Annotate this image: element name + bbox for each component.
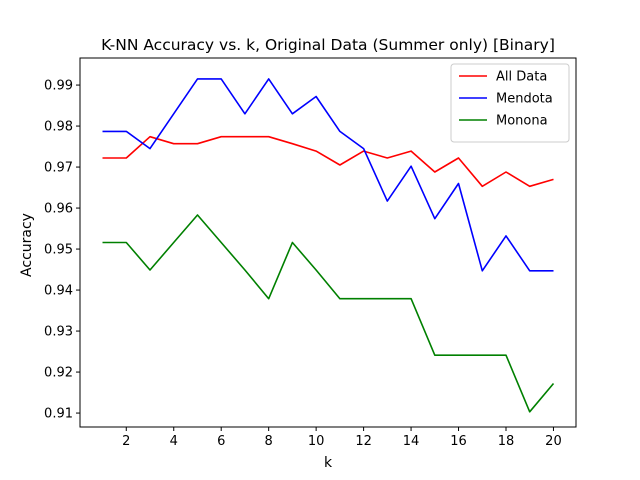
plot-frame: [79, 57, 577, 428]
plot-lines: [102, 78, 555, 413]
x-tick-label: 4: [170, 434, 178, 449]
x-axis: 2 4 6 8 10 12 14 16 18 20: [122, 427, 562, 449]
legend-label: All Data: [496, 70, 547, 85]
chart-title: K-NN Accuracy vs. k, Original Data (Summ…: [101, 36, 555, 54]
x-tick-label: 10: [308, 434, 325, 449]
series-line-2: [102, 214, 555, 413]
y-tick-label: 0.97: [44, 161, 73, 176]
series-line-1: [102, 78, 554, 272]
x-tick-label: 8: [265, 434, 273, 449]
legend-box: [450, 63, 570, 143]
legend: All Data Mendota Monona: [450, 63, 570, 143]
x-tick-label: 14: [403, 434, 420, 449]
x-tick-label: 2: [122, 434, 130, 449]
y-tick-label: 0.95: [44, 243, 73, 258]
x-tick-label: 20: [545, 434, 562, 449]
legend-label: Monona: [496, 114, 548, 129]
y-tick-label: 0.91: [44, 407, 73, 422]
y-tick-label: 0.96: [44, 202, 73, 217]
series-line-0: [102, 135, 554, 188]
x-tick-label: 12: [355, 434, 372, 449]
y-axis-label: Accuracy: [19, 213, 35, 277]
legend-label: Mendota: [496, 92, 553, 107]
y-tick-label: 0.98: [44, 120, 73, 135]
x-tick-label: 6: [217, 434, 225, 449]
y-tick-label: 0.99: [44, 79, 73, 94]
y-tick-label: 0.92: [44, 366, 73, 381]
x-tick-label: 18: [498, 434, 515, 449]
y-tick-label: 0.93: [44, 325, 73, 340]
x-axis-label: k: [324, 455, 333, 471]
x-tick-label: 16: [450, 434, 467, 449]
y-axis: 0.91 0.92 0.93 0.94 0.95 0.96 0.97 0.98 0.99: [44, 79, 80, 422]
y-tick-label: 0.94: [44, 284, 73, 299]
